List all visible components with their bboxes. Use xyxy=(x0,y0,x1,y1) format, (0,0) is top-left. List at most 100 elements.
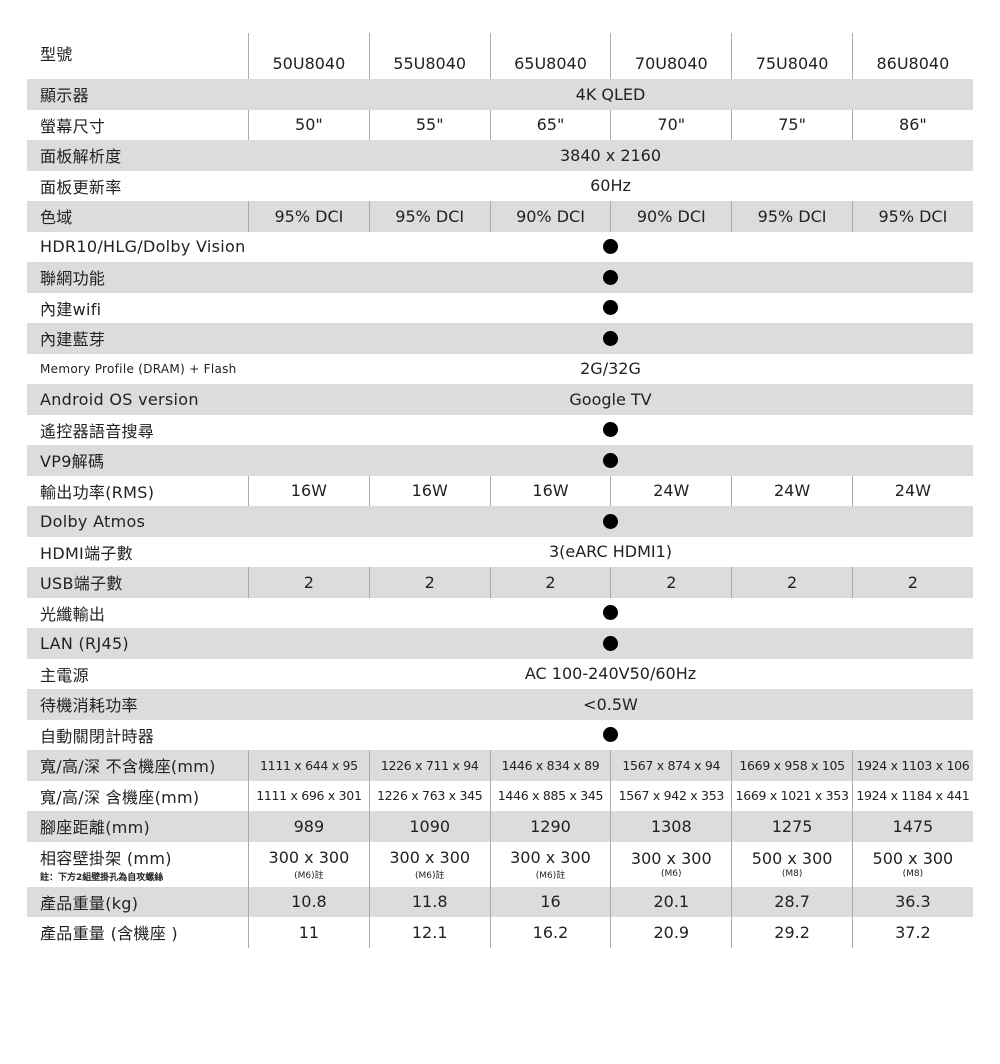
spec-row: HDR10/HLG/Dolby Vision xyxy=(27,232,973,263)
spec-label: 寬/高/深 含機座(mm) xyxy=(27,781,248,812)
spec-label: 面板更新率 xyxy=(27,171,248,202)
spec-subvalue: (M6)註 xyxy=(414,870,445,881)
spec-value: 1924 x 1184 x 441 xyxy=(856,788,970,804)
spec-value-cell: 28.7 xyxy=(731,886,852,917)
spec-value-cell: 1924 x 1184 x 441 xyxy=(851,780,973,811)
spec-value-cell: 75" xyxy=(731,109,852,140)
spec-label-text: 內建藍芽 xyxy=(40,330,106,350)
spec-value-cell: 300 x 300 (M6)註 xyxy=(368,841,490,887)
spec-label-text: 腳座距離(mm) xyxy=(40,818,151,838)
spec-label: 自動關閉計時器 xyxy=(27,720,248,751)
spec-label: Memory Profile (DRAM) + Flash xyxy=(27,354,248,385)
spec-label: LAN (RJ45) xyxy=(27,628,248,659)
spec-label-text: 聯網功能 xyxy=(40,269,106,289)
spec-value-cell: 20.1 xyxy=(610,886,731,917)
spec-subvalue: (M6)註 xyxy=(535,870,566,881)
spec-value: 11.8 xyxy=(411,892,448,912)
spec-label: Dolby Atmos xyxy=(27,506,248,537)
spec-subvalue: (M6)註 xyxy=(294,870,324,881)
spec-value-cell: 300 x 300 (M6)註 xyxy=(489,841,611,887)
spec-value: 29.2 xyxy=(774,922,810,942)
spec-value-cell: 1475 xyxy=(851,811,973,842)
spec-merged-value xyxy=(248,293,973,324)
spec-value-cell: 12.1 xyxy=(368,917,490,948)
spec-row: 內建藍芽 xyxy=(27,323,973,354)
spec-row: Android OS version Google TV xyxy=(27,384,973,415)
spec-value-cell: 24W xyxy=(731,475,852,506)
spec-value-cell: 16.2 xyxy=(489,917,611,948)
spec-value: 65" xyxy=(536,115,565,135)
spec-label: 腳座距離(mm) xyxy=(27,811,248,842)
spec-merged-value: Google TV xyxy=(569,389,652,409)
spec-merged-value xyxy=(248,506,973,537)
spec-label-text: 遙控器語音搜尋 xyxy=(40,421,155,441)
spec-label-text: HDR10/HLG/Dolby Vision xyxy=(40,237,246,257)
spec-subvalue: (M8) xyxy=(902,869,924,879)
spec-row: 待機消耗功率 <0.5W xyxy=(27,689,973,720)
spec-merged-value: 60Hz xyxy=(590,176,631,196)
spec-value-cell: 1111 x 696 x 301 xyxy=(248,780,369,811)
spec-value: 2 xyxy=(786,572,798,592)
spec-value-cell: 1090 xyxy=(368,811,490,842)
spec-value-cell: 300 x 300 (M6) xyxy=(610,841,731,887)
spec-value: 20.1 xyxy=(653,892,690,912)
spec-value-cell: 95% DCI xyxy=(731,201,852,232)
spec-label: 聯網功能 xyxy=(27,262,248,293)
spec-value: 10.8 xyxy=(291,892,327,912)
spec-value: 90% DCI xyxy=(516,206,585,226)
spec-subvalue: (M8) xyxy=(781,869,803,879)
model-header-cell: 86U8040 xyxy=(851,33,973,79)
header-label: 型號 xyxy=(40,45,73,64)
spec-label-text: 色域 xyxy=(40,208,73,228)
spec-value-cell: 2 xyxy=(489,567,611,598)
spec-label-text: 螢幕尺寸 xyxy=(40,116,106,136)
spec-value-cell: 1567 x 874 x 94 xyxy=(610,750,731,781)
spec-row: USB端子數 2 2 2 2 2 2 xyxy=(27,567,973,598)
spec-value-cell: 10.8 xyxy=(248,886,369,917)
spec-row: 產品重量 (含機座 ) 11 12.1 16.2 20.9 29.2 37.2 xyxy=(27,917,973,948)
supported-dot-icon xyxy=(603,452,618,468)
spec-row: 面板更新率 60Hz xyxy=(27,171,973,202)
spec-value-cell: 36.3 xyxy=(851,886,973,917)
spec-label-text: USB端子數 xyxy=(40,574,123,594)
spec-value: 16 xyxy=(540,892,561,912)
spec-value-cell: 11 xyxy=(248,917,369,948)
spec-value: 300 x 300 xyxy=(268,847,350,867)
spec-label: 主電源 xyxy=(27,659,248,690)
spec-value: 2 xyxy=(907,572,918,592)
spec-value-cell: 95% DCI xyxy=(368,201,490,232)
spec-value-cell: 2 xyxy=(851,567,973,598)
spec-value: 300 x 300 xyxy=(510,847,591,867)
spec-label-text: VP9解碼 xyxy=(40,452,105,472)
spec-label: 待機消耗功率 xyxy=(27,689,248,720)
model-header-cell: 65U8040 xyxy=(489,33,611,79)
spec-merged-value xyxy=(248,598,973,629)
spec-value-cell: 1446 x 885 x 345 xyxy=(489,780,611,811)
spec-value-cell: 11.8 xyxy=(368,886,490,917)
spec-value: 11 xyxy=(298,922,320,942)
spec-label: 產品重量(kg) xyxy=(27,887,248,918)
spec-label: 螢幕尺寸 xyxy=(27,110,248,141)
spec-value-cell: 300 x 300 (M6)註 xyxy=(248,841,369,887)
spec-value: 1669 x 1021 x 353 xyxy=(735,788,849,804)
spec-value-cell: 1226 x 711 x 94 xyxy=(368,750,490,781)
spec-label: 內建藍芽 xyxy=(27,323,248,354)
spec-value: 300 x 300 xyxy=(630,849,712,868)
spec-value: 500 x 300 xyxy=(872,849,954,868)
spec-value-cell: 16W xyxy=(248,475,369,506)
spec-value: 1226 x 763 x 345 xyxy=(376,788,483,804)
spec-value: 95% DCI xyxy=(395,206,465,226)
spec-label-text: 內建wifi xyxy=(40,299,102,319)
spec-value: 2 xyxy=(545,572,556,592)
spec-value-cell: 16 xyxy=(489,886,611,917)
spec-value-cell: 24W xyxy=(851,475,973,506)
spec-value: 20.9 xyxy=(653,922,690,942)
spec-value: 1226 x 711 x 94 xyxy=(380,757,479,773)
spec-label: 相容壁掛架 (mm) 註：下方2組壁掛孔為自攻螺絲 xyxy=(27,842,248,887)
spec-row: 聯網功能 xyxy=(27,262,973,293)
spec-value-cell: 55" xyxy=(368,109,490,140)
spec-value-cell: 500 x 300 (M8) xyxy=(731,841,852,887)
spec-value: 16W xyxy=(411,481,448,501)
spec-merged-value: 3(eARC HDMI1) xyxy=(548,542,673,562)
spec-value-cell: 1111 x 644 x 95 xyxy=(248,750,369,781)
